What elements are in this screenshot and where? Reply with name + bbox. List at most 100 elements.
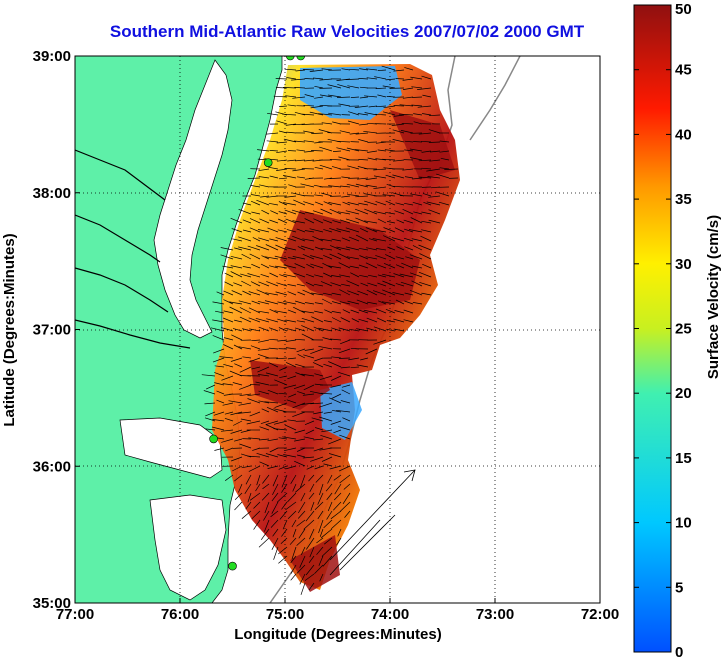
velocity-arrow <box>240 429 252 433</box>
velocity-arrow <box>314 427 324 431</box>
velocity-arrow <box>304 573 315 581</box>
velocity-arrow <box>349 328 360 332</box>
velocity-arrow <box>340 400 351 404</box>
velocity-arrow <box>293 199 306 206</box>
velocity-arrow <box>377 69 387 71</box>
velocity-arrow <box>302 238 315 242</box>
velocity-arrow <box>333 429 342 434</box>
velocity-arrow <box>301 373 315 377</box>
velocity-arrow <box>291 192 306 197</box>
velocity-arrow <box>409 272 423 278</box>
velocity-arrow <box>385 200 396 206</box>
velocity-arrow <box>230 429 243 434</box>
velocity-arrow <box>257 229 270 233</box>
velocity-arrow <box>393 273 405 278</box>
velocity-arrow <box>358 139 369 143</box>
velocity-arrow <box>287 357 297 360</box>
velocity-arrow <box>419 281 432 287</box>
velocity-arrow <box>331 519 342 529</box>
velocity-arrow <box>329 397 342 404</box>
velocity-arrow <box>278 177 288 180</box>
velocity-arrow <box>417 87 432 90</box>
velocity-arrow <box>318 402 333 408</box>
velocity-arrow <box>382 289 396 296</box>
velocity-arrow <box>392 129 405 134</box>
velocity-arrow <box>314 194 324 197</box>
velocity-arrow <box>313 283 324 287</box>
velocity-arrow <box>341 68 351 71</box>
velocity-arrow <box>305 281 315 287</box>
velocity-arrow <box>269 272 279 278</box>
velocity-arrow <box>224 411 234 415</box>
velocity-arrow <box>336 140 351 143</box>
velocity-arrow <box>221 438 234 443</box>
velocity-arrow <box>339 274 351 278</box>
x-axis-label: Longitude (Degrees:Minutes) <box>234 626 442 643</box>
velocity-arrow <box>288 393 297 398</box>
velocity-arrow <box>223 310 234 314</box>
velocity-arrow <box>319 416 333 422</box>
velocity-arrow <box>284 168 297 170</box>
velocity-arrow <box>276 357 288 360</box>
velocity-arrow <box>238 483 243 493</box>
velocity-arrow <box>402 96 414 99</box>
velocity-arrow <box>242 202 252 206</box>
velocity-arrow <box>315 474 324 483</box>
velocity-arrow <box>426 168 441 172</box>
velocity-arrow <box>357 177 369 180</box>
velocity-arrow <box>423 193 432 197</box>
x-tick-label: 72:00 <box>581 606 619 623</box>
velocity-arrow <box>358 264 369 269</box>
velocity-arrow <box>359 274 369 278</box>
velocity-arrow <box>285 319 297 323</box>
velocity-arrow <box>230 456 243 462</box>
high-velocity-core <box>390 110 455 180</box>
velocity-arrow <box>224 272 234 278</box>
velocity-arrow <box>346 280 360 287</box>
velocity-arrow <box>327 501 333 512</box>
velocity-arrow <box>314 310 324 314</box>
velocity-arrow <box>364 220 378 224</box>
velocity-arrow <box>251 263 261 269</box>
velocity-arrow <box>313 77 324 80</box>
velocity-arrow <box>413 141 423 143</box>
velocity-arrow <box>302 69 315 71</box>
velocity-arrow <box>320 434 333 440</box>
velocity-arrow <box>327 265 342 269</box>
velocity-arrow <box>392 139 405 143</box>
colorbar-tick-label: 35 <box>675 191 692 208</box>
velocity-arrow <box>281 528 288 537</box>
y-tick-label: 39:00 <box>33 48 71 65</box>
velocity-arrow <box>222 383 234 386</box>
velocity-arrow <box>220 254 234 260</box>
velocity-arrow <box>440 157 450 161</box>
velocity-arrow <box>323 254 333 260</box>
velocity-arrow <box>256 199 270 206</box>
velocity-arrow <box>382 194 396 197</box>
velocity-arrow <box>304 150 315 153</box>
velocity-arrow <box>392 292 405 296</box>
velocity-arrow <box>278 437 288 440</box>
velocity-arrow <box>355 183 369 188</box>
velocity-arrow <box>241 465 252 469</box>
velocity-arrow <box>331 292 342 296</box>
velocity-arrow <box>383 262 396 269</box>
velocity-arrow <box>238 236 252 242</box>
velocity-arrow <box>291 546 297 560</box>
velocity-arrow <box>404 140 414 143</box>
velocity-arrow <box>212 419 225 422</box>
velocity-arrow <box>349 265 360 269</box>
velocity-arrow <box>296 228 306 233</box>
velocity-arrow <box>421 292 432 296</box>
velocity-arrow <box>210 327 225 332</box>
velocity-arrow <box>320 208 333 215</box>
velocity-arrow <box>290 474 297 484</box>
velocity-arrow <box>274 255 288 260</box>
velocity-arrow <box>258 400 270 404</box>
velocity-arrow <box>317 492 324 505</box>
x-tick-label: 76:00 <box>161 606 199 623</box>
velocity-arrow <box>377 149 387 152</box>
velocity-arrow <box>257 149 270 152</box>
velocity-arrow <box>402 208 414 215</box>
velocity-arrow <box>212 319 225 323</box>
